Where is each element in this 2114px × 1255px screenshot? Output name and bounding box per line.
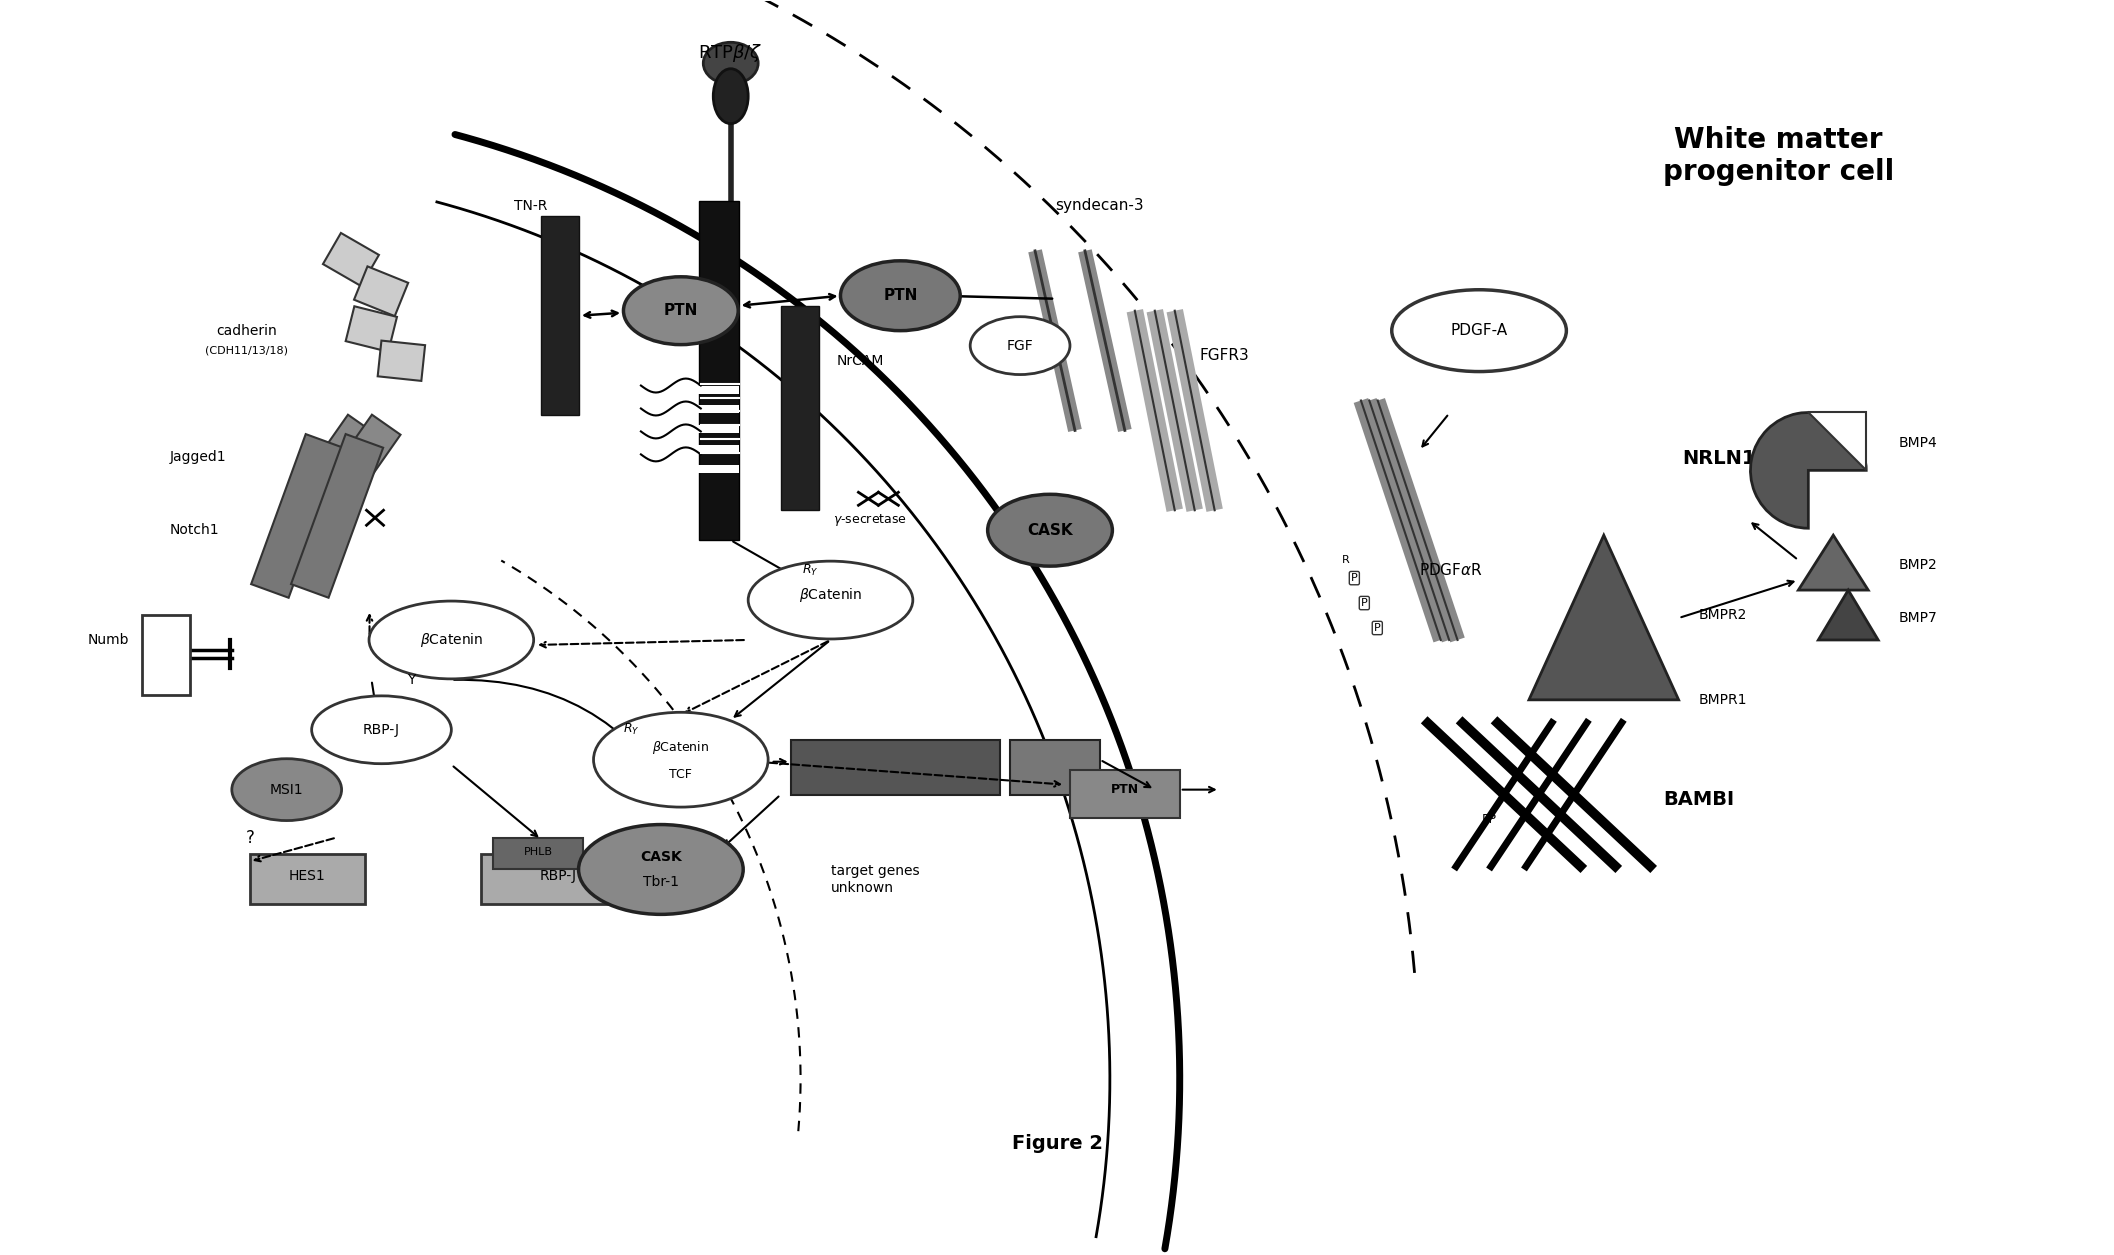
Bar [142,615,190,695]
Text: ?: ? [245,828,254,847]
Ellipse shape [748,561,913,639]
Polygon shape [1528,535,1679,700]
Text: PTN: PTN [664,304,698,319]
Text: NRLN1: NRLN1 [1683,449,1755,468]
Text: CASK: CASK [1027,523,1072,537]
Bar [700,201,738,540]
Text: PDGF-A: PDGF-A [1450,323,1507,338]
Text: PTN: PTN [1110,783,1139,796]
Bar [662,446,738,453]
Bar [378,340,425,382]
Text: target genes
unknown: target genes unknown [831,865,920,895]
Bar [662,385,738,394]
Text: BMPR1: BMPR1 [1698,693,1746,707]
Ellipse shape [841,261,960,330]
Bar [662,425,738,433]
Bar [662,466,738,473]
Text: RBP-J: RBP-J [364,723,400,737]
Text: Y: Y [408,673,416,686]
Ellipse shape [970,316,1070,374]
Ellipse shape [370,601,533,679]
Bar [292,434,383,597]
Text: syndecan-3: syndecan-3 [1055,198,1144,213]
Bar [249,855,364,905]
Bar [296,414,376,508]
Ellipse shape [594,713,767,807]
Text: $\beta$Catenin: $\beta$Catenin [799,586,863,604]
Ellipse shape [579,825,744,915]
Text: PP: PP [1482,813,1497,826]
Text: BMP2: BMP2 [1898,558,1936,572]
Bar [1010,739,1099,794]
Text: $\gamma$-secretase: $\gamma$-secretase [833,512,907,528]
Text: Notch1: Notch1 [169,523,220,537]
Bar [541,216,579,415]
Text: PDGF$\alpha$R: PDGF$\alpha$R [1418,562,1484,579]
Ellipse shape [624,277,738,345]
Text: $\beta$Catenin: $\beta$Catenin [421,631,482,649]
Ellipse shape [311,695,452,764]
Text: $R_Y$: $R_Y$ [624,722,638,738]
Bar [493,837,583,870]
Text: MSI1: MSI1 [271,783,304,797]
Text: P: P [1374,622,1380,633]
Ellipse shape [233,759,342,821]
Bar [482,855,636,905]
Text: FGF: FGF [1006,339,1034,353]
Text: CASK: CASK [641,851,681,865]
Polygon shape [1818,590,1877,640]
Text: RBP-J: RBP-J [539,870,577,884]
Text: $\beta$Catenin: $\beta$Catenin [653,739,710,757]
Polygon shape [1799,535,1869,590]
Text: HES1: HES1 [288,870,326,884]
Text: FGFR3: FGFR3 [1199,348,1249,363]
Ellipse shape [1391,290,1566,371]
Text: TN-R: TN-R [514,200,548,213]
Text: (CDH11/13/18): (CDH11/13/18) [205,345,288,355]
Text: cadherin: cadherin [216,324,277,338]
Bar [347,306,397,351]
Text: TCF: TCF [670,768,691,781]
Text: BAMBI: BAMBI [1664,791,1733,809]
Bar [252,434,342,597]
Bar [353,266,408,316]
Text: $R_Y$: $R_Y$ [801,562,818,577]
Text: RTP$\beta$/$\zeta$: RTP$\beta$/$\zeta$ [698,43,763,64]
Bar [662,405,738,413]
Bar [791,739,1000,794]
Text: R: R [1342,555,1349,565]
Text: Tbr-1: Tbr-1 [643,876,679,890]
Polygon shape [1807,413,1867,471]
Bar [323,233,378,286]
Ellipse shape [987,494,1112,566]
Ellipse shape [704,43,759,84]
Ellipse shape [712,69,748,124]
Text: White matter
progenitor cell: White matter progenitor cell [1664,126,1894,186]
Text: PHLB: PHLB [524,847,552,856]
Wedge shape [1750,413,1867,528]
Bar [321,414,400,508]
Text: Figure 2: Figure 2 [1010,1135,1104,1153]
Text: PTN: PTN [884,289,917,304]
Bar [780,306,818,511]
Text: P: P [1361,599,1368,609]
Text: BMP7: BMP7 [1898,611,1936,625]
Text: P: P [1351,574,1357,584]
Text: NrCAM: NrCAM [837,354,884,368]
Text: Jagged1: Jagged1 [169,451,226,464]
Text: Numb: Numb [87,633,129,648]
Text: BMPR2: BMPR2 [1698,607,1746,622]
Bar [1070,769,1180,817]
Text: BMP4: BMP4 [1898,437,1936,451]
